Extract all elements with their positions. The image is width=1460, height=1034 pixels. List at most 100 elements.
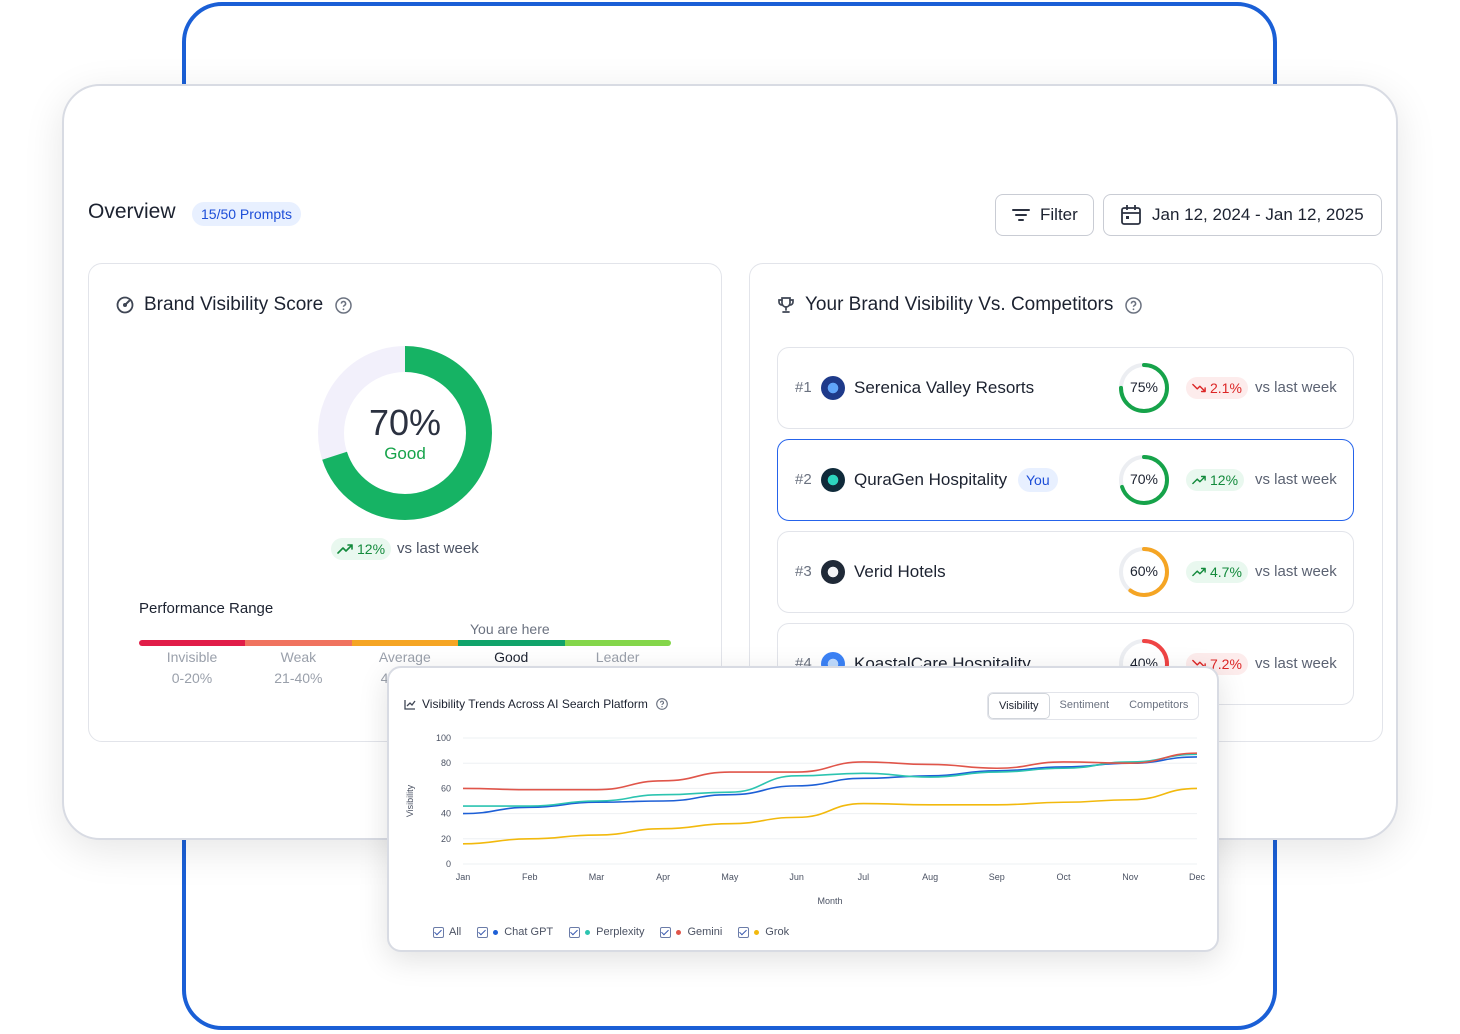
competitor-rank: #3 xyxy=(795,563,812,580)
trophy-icon xyxy=(778,297,794,313)
trend-down-icon xyxy=(1192,383,1206,393)
range-segment xyxy=(245,640,352,646)
competitor-score: 70% xyxy=(1129,471,1159,487)
competitor-score-ring xyxy=(1119,455,1169,505)
score-donut xyxy=(318,346,492,520)
trend-up-icon xyxy=(1192,475,1206,485)
help-icon[interactable] xyxy=(335,296,352,314)
legend-item[interactable]: All xyxy=(433,926,461,938)
trend-up-icon xyxy=(337,544,353,554)
you-badge: You xyxy=(1018,468,1058,492)
tab-sentiment[interactable]: Sentiment xyxy=(1059,699,1110,711)
tab-visibility[interactable]: Visibility xyxy=(988,693,1050,719)
score-trend-value: 12% xyxy=(357,541,386,557)
competitor-vs-label: vs last week xyxy=(1255,379,1337,396)
competitor-trend-value: 2.1% xyxy=(1210,380,1242,396)
x-tick-label: Jun xyxy=(789,872,804,882)
brand-logo-icon xyxy=(821,468,845,492)
range-segment xyxy=(564,640,671,646)
filter-button[interactable]: Filter xyxy=(995,194,1094,236)
range-value: 0-20% xyxy=(171,670,213,686)
range-label: Invisible xyxy=(166,649,218,665)
x-tick-label: Mar xyxy=(589,872,605,882)
x-tick-label: Aug xyxy=(922,872,938,882)
legend-label: Chat GPT xyxy=(504,926,554,938)
y-tick-label: 0 xyxy=(446,859,451,869)
series-line-gemini xyxy=(462,752,1198,791)
legend-label: Gemini xyxy=(687,926,723,938)
checkbox-icon[interactable] xyxy=(569,926,581,938)
checkbox-icon[interactable] xyxy=(433,926,444,938)
checkbox-icon[interactable] xyxy=(738,926,750,938)
checkbox-icon[interactable] xyxy=(477,926,489,938)
trends-title: Visibility Trends Across AI Search Platf… xyxy=(422,697,648,711)
x-tick-label: Sep xyxy=(989,872,1005,882)
chart-legend: All Chat GPT Perplexity Gemini Grok xyxy=(433,926,805,938)
x-axis-label: Month xyxy=(817,896,842,906)
competitor-row[interactable]: #1 Serenica Valley Resorts 75% 2.1% vs last … xyxy=(777,347,1354,429)
brand-score-header: Brand Visibility Score xyxy=(116,294,352,316)
calendar-icon xyxy=(1121,205,1141,225)
help-icon[interactable] xyxy=(656,698,668,710)
help-icon[interactable] xyxy=(1125,296,1143,314)
range-segment xyxy=(458,640,565,646)
trends-header: Visibility Trends Across AI Search Platf… xyxy=(404,697,668,711)
x-tick-label: Jul xyxy=(858,872,870,882)
range-segment xyxy=(351,640,459,646)
competitor-trend-value: 7.2% xyxy=(1210,656,1242,672)
tab-competitors[interactable]: Competitors xyxy=(1129,699,1189,711)
y-tick-label: 100 xyxy=(436,733,451,743)
checkbox-icon[interactable] xyxy=(660,926,672,938)
filter-icon xyxy=(1012,209,1030,221)
performance-range-title: Performance Range xyxy=(139,600,274,617)
competitor-name: QuraGen Hospitality xyxy=(854,470,1008,489)
series-line-perplexity xyxy=(462,753,1198,807)
competitor-score: 75% xyxy=(1129,379,1159,395)
range-segment xyxy=(139,640,246,646)
competitor-row[interactable]: #2 QuraGen Hospitality You 70% 12% vs last we… xyxy=(777,439,1354,521)
y-axis-label: Visibility xyxy=(405,784,415,817)
legend-item[interactable]: Chat GPT xyxy=(477,926,553,938)
y-tick-label: 80 xyxy=(441,758,451,768)
legend-dot xyxy=(585,929,591,935)
series-line-grok xyxy=(462,787,1198,845)
x-tick-label: Apr xyxy=(656,872,670,882)
prompts-badge: 15/50 Prompts xyxy=(192,202,302,226)
visibility-trend-chart: 0 20 40 60 80 100 Jan Feb Mar Apr May Jun Jul Aug Sep O… xyxy=(405,733,1206,906)
competitor-rank: #1 xyxy=(795,379,812,396)
score-rating: Good xyxy=(384,444,426,463)
date-range-label: Jan 12, 2024 - Jan 12, 2025 xyxy=(1152,205,1364,224)
competitor-rank: #2 xyxy=(795,471,812,488)
legend-dot xyxy=(754,929,760,935)
legend-dot xyxy=(676,929,682,935)
y-tick-label: 20 xyxy=(441,834,451,844)
competitors-header: Your Brand Visibility Vs. Competitors xyxy=(777,294,1143,316)
range-label: Weak xyxy=(280,649,317,665)
legend-item[interactable]: Gemini xyxy=(660,926,722,938)
legend-label: All xyxy=(449,926,462,938)
legend-item[interactable]: Grok xyxy=(738,926,789,938)
competitor-row[interactable]: #3 Verid Hotels 60% 4.7% vs last week xyxy=(777,531,1354,613)
score-donut-arc xyxy=(318,346,492,520)
date-range-picker[interactable]: Jan 12, 2024 - Jan 12, 2025 xyxy=(1103,194,1382,236)
range-label: Leader xyxy=(595,649,640,665)
y-tick-label: 40 xyxy=(441,809,451,819)
x-tick-label: Dec xyxy=(1189,872,1206,882)
legend-dot xyxy=(493,929,499,935)
range-label: Good xyxy=(494,649,529,665)
filter-label: Filter xyxy=(1040,205,1078,224)
line-chart-icon xyxy=(404,699,416,710)
legend-item[interactable]: Perplexity xyxy=(569,926,644,938)
range-label: Average xyxy=(378,649,431,665)
competitor-trend-badge: 2.1% xyxy=(1186,377,1248,399)
range-value: 21-40% xyxy=(274,670,323,686)
competitor-name: Verid Hotels xyxy=(854,562,946,581)
legend-label: Perplexity xyxy=(596,926,645,938)
competitor-score-ring xyxy=(1119,363,1169,413)
y-tick-label: 60 xyxy=(441,783,451,793)
x-tick-label: Feb xyxy=(522,872,538,882)
trend-up-icon xyxy=(1192,567,1206,577)
score-trend-badge: 12% xyxy=(331,538,392,560)
competitors-title: Your Brand Visibility Vs. Competitors xyxy=(805,294,1114,315)
competitor-name: Serenica Valley Resorts xyxy=(854,378,1035,397)
